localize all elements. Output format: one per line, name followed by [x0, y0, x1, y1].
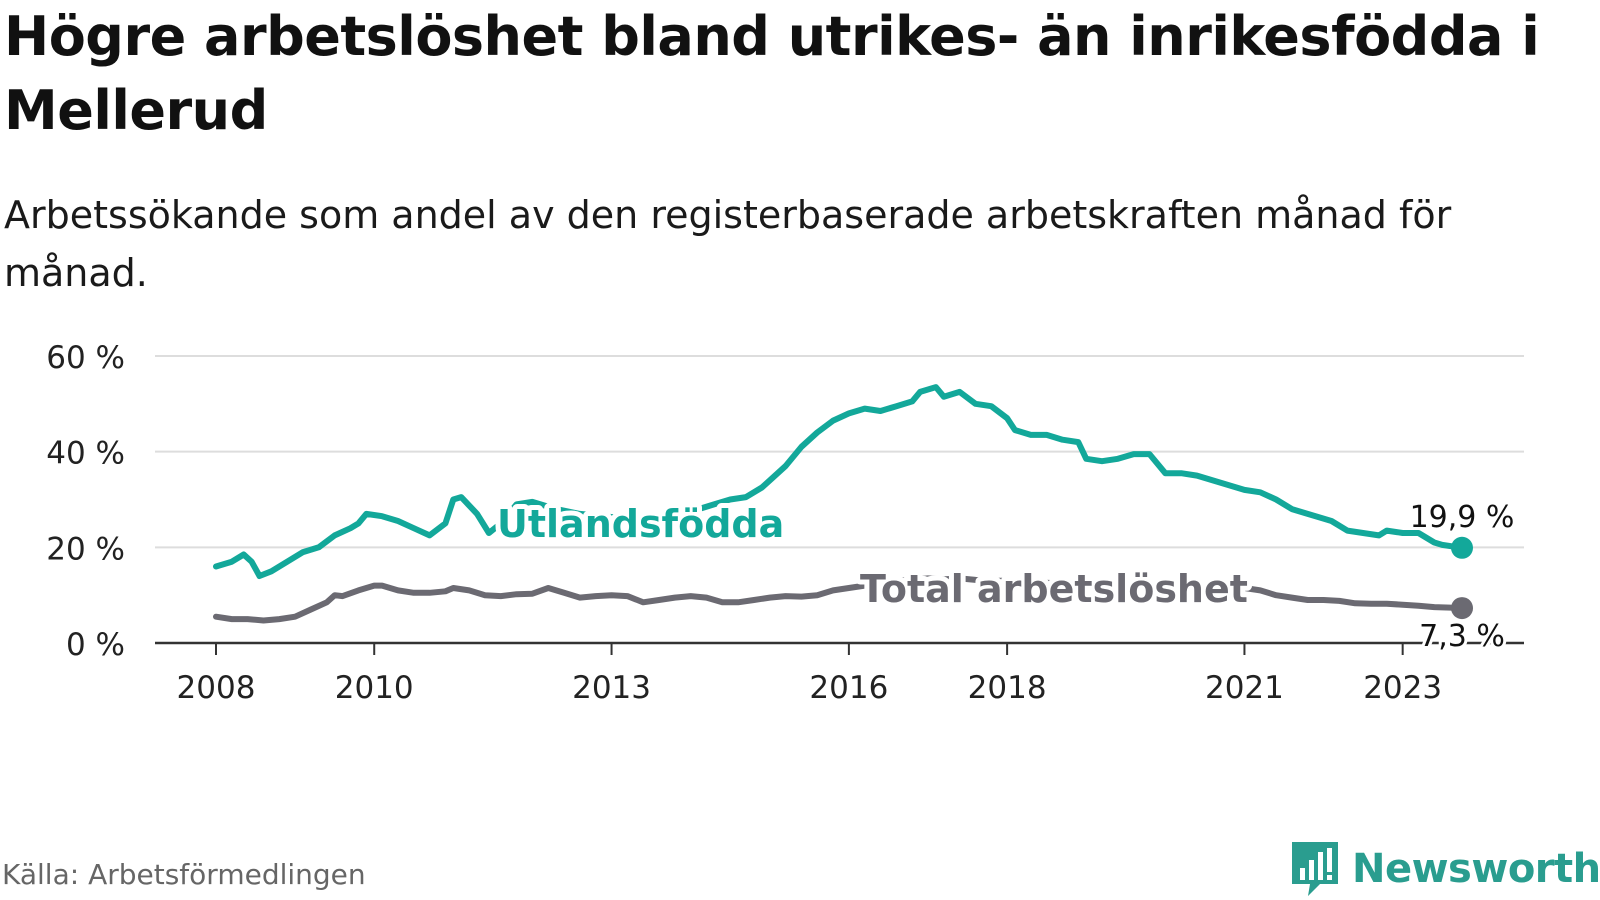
y-tick-label: 0 %	[66, 627, 125, 663]
series-label-total: Total arbetslöshet	[860, 567, 1248, 611]
series-line-foreign-born	[213, 384, 1465, 579]
x-tick-label: 2021	[1205, 670, 1284, 706]
series-end-dot	[1451, 597, 1473, 620]
x-tick-label: 2013	[572, 670, 651, 706]
series-label-foreign-born: Utlandsfödda	[497, 502, 784, 546]
brand-logo[interactable]: Newsworthy	[1290, 840, 1600, 898]
x-tick-label: 2010	[335, 670, 414, 706]
series-end-dot	[1451, 536, 1473, 559]
brand-name: Newsworthy	[1352, 846, 1600, 892]
end-label-total: 7,3 %	[1419, 619, 1505, 654]
series-line-total	[213, 575, 1465, 624]
y-tick-label: 40 %	[46, 436, 125, 472]
source-note: Källa: Arbetsförmedlingen	[2, 858, 366, 891]
x-tick-label: 2023	[1363, 670, 1442, 706]
end-label-foreign-born: 19,9 %	[1410, 500, 1515, 535]
y-tick-label: 20 %	[46, 531, 125, 567]
x-tick-label: 2008	[177, 670, 256, 706]
chart-subtitle: Arbetssökande som andel av den registerb…	[4, 193, 1452, 295]
chart-bubble-icon	[1292, 842, 1338, 896]
x-tick-label: 2018	[968, 670, 1047, 706]
y-tick-label: 60 %	[46, 340, 125, 376]
line-chart: 0 % 20 % 40 % 60 % 2008 2010 2013 2016 2018 2021 2…	[46, 340, 1524, 706]
chart-title: Högre arbetslöshet bland utrikes- än inr…	[4, 5, 1540, 142]
x-tick-label: 2016	[809, 670, 888, 706]
